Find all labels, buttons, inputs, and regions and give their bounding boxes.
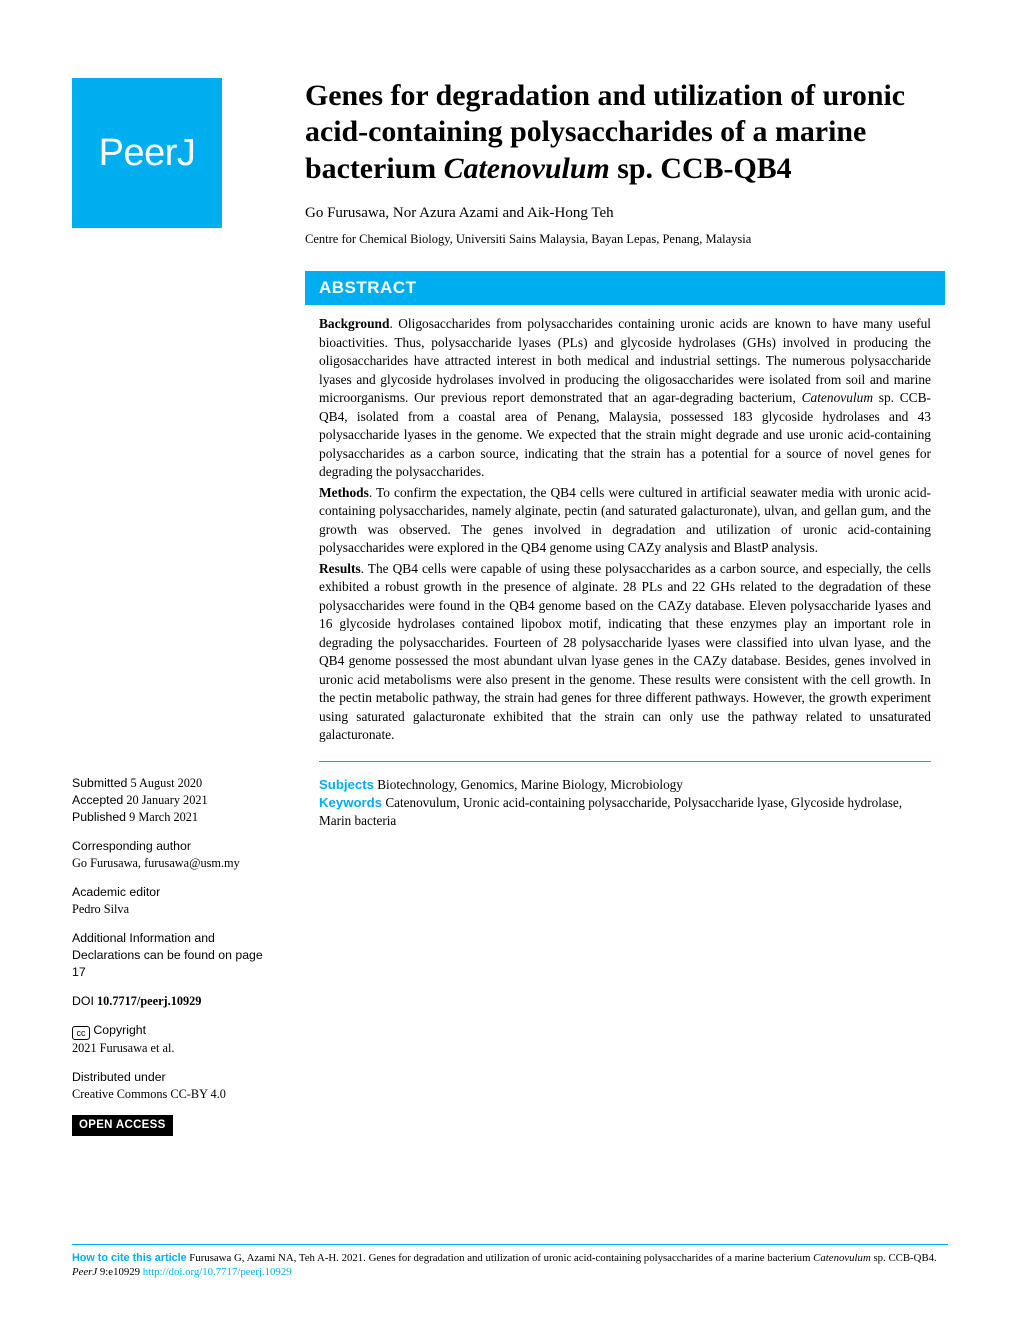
accepted-label: Accepted: [72, 793, 123, 807]
subjects-label: Subjects: [319, 777, 374, 792]
open-access-badge: OPEN ACCESS: [72, 1115, 173, 1137]
abstract-results: Results. The QB4 cells were capable of u…: [319, 560, 931, 745]
methods-text: . To confirm the expectation, the QB4 ce…: [319, 485, 931, 556]
howto-label: How to cite this article: [72, 1252, 187, 1264]
title-italic: Catenovulum: [444, 152, 610, 185]
editor-group: Academic editor Pedro Silva: [72, 884, 277, 918]
abstract-methods: Methods. To confirm the expectation, the…: [319, 484, 931, 558]
journal-logo: PeerJ: [72, 78, 222, 228]
corresponding-group: Corresponding author Go Furusawa, furusa…: [72, 838, 277, 872]
doi-group: DOI 10.7717/peerj.10929: [72, 993, 277, 1010]
meta-block: Subjects Biotechnology, Genomics, Marine…: [305, 776, 945, 829]
article-metadata-sidebar: Submitted 5 August 2020 Accepted 20 Janu…: [72, 775, 277, 1148]
citation-doi-link[interactable]: http://doi.org/10.7717/peerj.10929: [143, 1266, 292, 1278]
abstract-background: Background. Oligosaccharides from polysa…: [319, 315, 931, 482]
submitted-label: Submitted: [72, 776, 127, 790]
citation-text-1: Furusawa G, Azami NA, Teh A-H. 2021. Gen…: [187, 1252, 814, 1264]
citation-italic-1: Catenovulum: [813, 1252, 871, 1264]
corresponding-label: Corresponding author: [72, 838, 277, 855]
doi-value[interactable]: 10.7717/peerj.10929: [94, 994, 202, 1008]
open-access-group: OPEN ACCESS: [72, 1115, 277, 1137]
doi-label: DOI: [72, 994, 94, 1008]
subjects-line: Subjects Biotechnology, Genomics, Marine…: [319, 776, 931, 794]
license-link[interactable]: Creative Commons CC-BY 4.0: [72, 1087, 226, 1101]
copyright-group: cc Copyright 2021 Furusawa et al.: [72, 1022, 277, 1057]
title-part-2: sp. CCB-QB4: [610, 152, 792, 185]
article-title: Genes for degradation and utilization of…: [305, 78, 945, 187]
accepted-date: 20 January 2021: [123, 793, 207, 807]
abstract-heading: ABSTRACT: [305, 271, 945, 305]
abstract-divider: [319, 761, 931, 762]
subjects-text: Biotechnology, Genomics, Marine Biology,…: [374, 777, 683, 792]
background-label: Background: [319, 316, 389, 331]
copyright-label: Copyright: [90, 1023, 146, 1037]
distributed-label: Distributed under: [72, 1069, 277, 1086]
keywords-label: Keywords: [319, 795, 382, 810]
affiliation: Centre for Chemical Biology, Universiti …: [305, 232, 945, 247]
citation-italic-2: PeerJ: [72, 1266, 97, 1278]
logo-text: PeerJ: [99, 132, 196, 175]
background-italic: Catenovulum: [802, 390, 873, 405]
submitted-line: Submitted 5 August 2020: [72, 775, 277, 792]
editor-label: Academic editor: [72, 884, 277, 901]
license-group: Distributed under Creative Commons CC-BY…: [72, 1069, 277, 1103]
citation-text-3: 9:e10929: [97, 1266, 143, 1278]
keywords-text: Catenovulum, Uronic acid-containing poly…: [319, 795, 902, 828]
citation-footer: How to cite this article Furusawa G, Aza…: [72, 1244, 948, 1280]
published-line: Published 9 March 2021: [72, 809, 277, 826]
copyright-value: 2021 Furusawa et al.: [72, 1040, 277, 1057]
cc-icon: cc: [72, 1026, 90, 1040]
methods-label: Methods: [319, 485, 369, 500]
editor-value: Pedro Silva: [72, 901, 277, 918]
copyright-line: cc Copyright: [72, 1022, 277, 1040]
abstract-body: Background. Oligosaccharides from polysa…: [305, 315, 945, 745]
results-label: Results: [319, 561, 361, 576]
corresponding-value: Go Furusawa, furusawa@usm.my: [72, 855, 277, 872]
published-label: Published: [72, 810, 126, 824]
dates-group: Submitted 5 August 2020 Accepted 20 Janu…: [72, 775, 277, 826]
results-text: . The QB4 cells were capable of using th…: [319, 561, 931, 743]
published-date: 9 March 2021: [126, 810, 198, 824]
submitted-date: 5 August 2020: [127, 776, 202, 790]
accepted-line: Accepted 20 January 2021: [72, 792, 277, 809]
main-column: Genes for degradation and utilization of…: [305, 78, 945, 829]
citation-text-2: sp. CCB-QB4.: [871, 1252, 937, 1264]
additional-info: Additional Information and Declarations …: [72, 930, 277, 981]
keywords-line: Keywords Catenovulum, Uronic acid-contai…: [319, 794, 931, 830]
author-list: Go Furusawa, Nor Azura Azami and Aik-Hon…: [305, 205, 945, 222]
